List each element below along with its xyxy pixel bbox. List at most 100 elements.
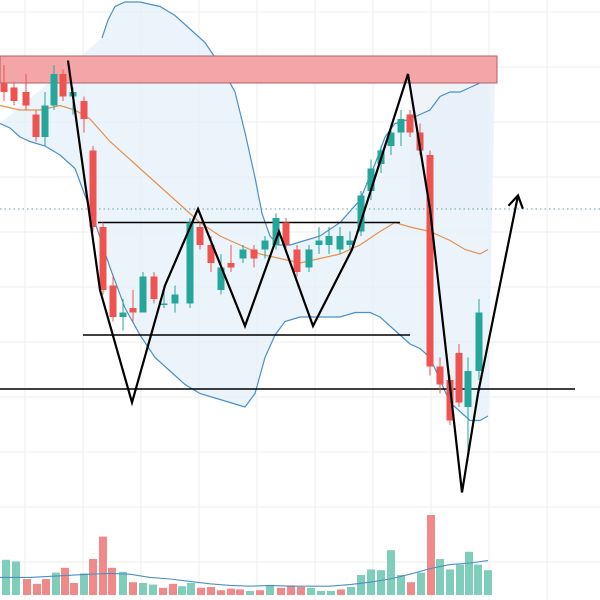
volume-bar [357,575,365,595]
candle-body [272,218,280,245]
volume-bar [23,579,31,595]
volume-bar [456,564,464,595]
projection-arrow-shaft [476,195,520,394]
volume-bar [227,588,235,595]
candle-body [186,222,194,304]
candle-body [426,155,434,367]
candle-body [346,240,354,245]
volume-bar [187,583,195,595]
volume-bar [407,582,415,595]
resistance-zone-rect [0,55,498,84]
candle-body [59,74,67,97]
volume-bar [33,583,41,595]
candle-body [109,285,117,317]
volume-bar [52,572,60,595]
volume-bar [236,589,244,595]
volume-bar [427,515,435,595]
volume-bar [42,579,50,595]
candle-body [315,240,323,245]
volume-bar [484,570,492,595]
candle-body [217,267,225,290]
volume-bar [61,567,69,595]
candle-body [0,83,8,92]
projection-arrow-head [507,193,524,210]
candle-body [32,114,40,137]
candle-body [10,87,18,101]
candle-body [397,119,405,133]
volume-bar [256,590,264,595]
candle-body [305,249,313,268]
candle-body [239,249,247,259]
candle-body [367,168,375,191]
volume-bar [149,584,157,595]
candle-body [357,195,365,232]
candle-body [119,312,127,317]
volume-bar [436,559,444,595]
bollinger-band-fill [0,2,495,421]
volume-bar [169,583,177,595]
volume-bar [417,572,425,595]
candle-body [41,105,49,137]
candle-body [406,114,414,133]
volume-bar [207,587,215,595]
volume-bar [307,587,315,595]
volume-bar [178,586,186,595]
volume-bar [387,550,395,595]
volume-bar [217,590,225,595]
volume-bar [139,583,147,595]
volume-bar [337,589,345,595]
candle-body [89,150,97,227]
volume-bar [108,567,116,595]
volume-bar [70,583,78,595]
candle-body [227,263,235,268]
candle-body [250,249,258,259]
candle-body [207,245,215,263]
zigzag-path [66,60,480,493]
candle-body [387,132,395,146]
volume-bar [266,585,274,595]
volume-bar [99,536,107,595]
candle-body [160,303,168,305]
candle-body [50,74,58,106]
volume-ma-line [0,560,489,587]
candle-body [446,380,454,421]
candle-body [129,308,137,313]
volume-bar [129,582,137,595]
volume-bar [80,573,88,595]
candle-body [80,101,88,119]
volume-bar [397,575,405,595]
volume-bar [377,570,385,595]
volume-bar [119,571,127,595]
candle-body [150,276,158,299]
volume-bar [246,591,254,595]
volume-bar [465,551,473,595]
resistance-zone [0,55,498,84]
volume-bar [89,559,97,595]
candle-body [171,294,179,304]
volume-bar [474,564,482,595]
candle-body [22,92,30,106]
volume-bar [287,585,295,595]
candle-body [464,371,472,407]
candle-body [325,236,333,245]
volume-bar [159,587,167,595]
candle-body [436,366,444,385]
volume-bar [327,591,335,595]
bollinger-upper-line [101,1,496,246]
candle-body [475,312,483,371]
candle-body [336,236,344,250]
candle-body [261,240,269,250]
volume-bar [277,587,285,595]
volume-bar [317,591,325,595]
volume-bar [297,587,305,595]
volume-bars [0,515,492,595]
volume-bar [446,569,454,595]
candle-body [282,222,290,245]
annotations [66,60,524,493]
volume-bar [12,561,20,595]
candle-body [196,227,204,245]
candle-body [455,353,463,403]
candle-body [99,227,107,290]
